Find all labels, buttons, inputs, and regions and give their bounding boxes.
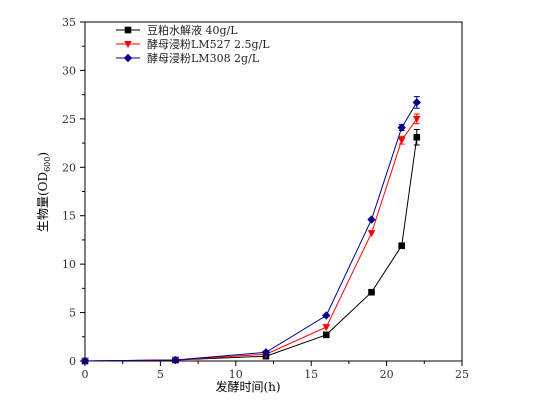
legend-marker	[123, 53, 133, 63]
series-layer	[80, 96, 421, 366]
data-point	[368, 288, 375, 296]
y-tick-label: 35	[62, 16, 76, 29]
series-line	[84, 118, 418, 362]
y-tick-label: 15	[62, 210, 76, 223]
x-axis-label: 发酵时间(h)	[215, 379, 280, 394]
data-point	[413, 133, 421, 141]
series-2	[81, 113, 421, 365]
data-point	[412, 115, 421, 123]
data-point	[171, 355, 180, 365]
y-axis-label-end: )	[36, 152, 50, 157]
data-point	[322, 311, 331, 320]
axes: 0 5 10 15 20 25 0 5 10 15 20 25 30 35	[62, 16, 469, 381]
legend-entry: 酵母浸粉LM527 2.5g/L	[147, 38, 270, 51]
series-1	[81, 129, 421, 365]
data-point	[322, 324, 331, 332]
x-tick-label: 25	[455, 368, 469, 381]
data-point	[398, 242, 405, 250]
series-line	[84, 102, 418, 362]
y-axis-label-subscript: 600	[43, 157, 52, 172]
legend-entry: 豆粕水解液 40g/L	[147, 23, 238, 37]
x-tick-label: 20	[380, 368, 394, 381]
data-point	[261, 348, 271, 357]
y-axis-label-main: 生物量(OD	[36, 172, 50, 232]
x-tick-label: 5	[157, 368, 164, 381]
y-tick-label: 10	[62, 258, 76, 271]
data-point	[397, 123, 406, 132]
series-3	[80, 96, 421, 366]
y-tick-label: 20	[62, 161, 76, 174]
x-tick-label: 10	[229, 368, 243, 381]
data-point	[322, 331, 330, 339]
legend-marker	[124, 26, 132, 34]
data-point	[367, 230, 376, 238]
data-point	[367, 215, 376, 224]
plot-frame	[84, 21, 463, 362]
y-axis-label: 生物量(OD600)	[36, 152, 52, 232]
y-tick-label: 5	[69, 307, 76, 320]
data-point	[397, 137, 406, 145]
x-tick-label: 0	[82, 368, 89, 381]
y-tick-label: 30	[62, 64, 76, 77]
x-tick-label: 15	[304, 368, 318, 381]
data-point	[412, 98, 421, 107]
y-tick-label: 0	[69, 355, 76, 368]
series-line	[84, 137, 418, 362]
legend-marker	[124, 41, 132, 48]
y-tick-label: 25	[62, 113, 76, 126]
legend-entry: 酵母浸粉LM308 2g/L	[147, 52, 260, 65]
data-point	[80, 356, 90, 366]
